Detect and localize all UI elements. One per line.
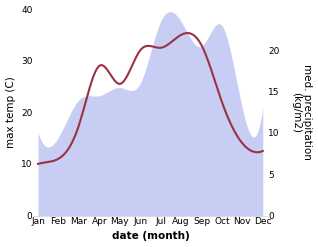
X-axis label: date (month): date (month) xyxy=(112,231,189,242)
Y-axis label: max temp (C): max temp (C) xyxy=(5,76,16,148)
Y-axis label: med. precipitation
(kg/m2): med. precipitation (kg/m2) xyxy=(291,64,313,160)
